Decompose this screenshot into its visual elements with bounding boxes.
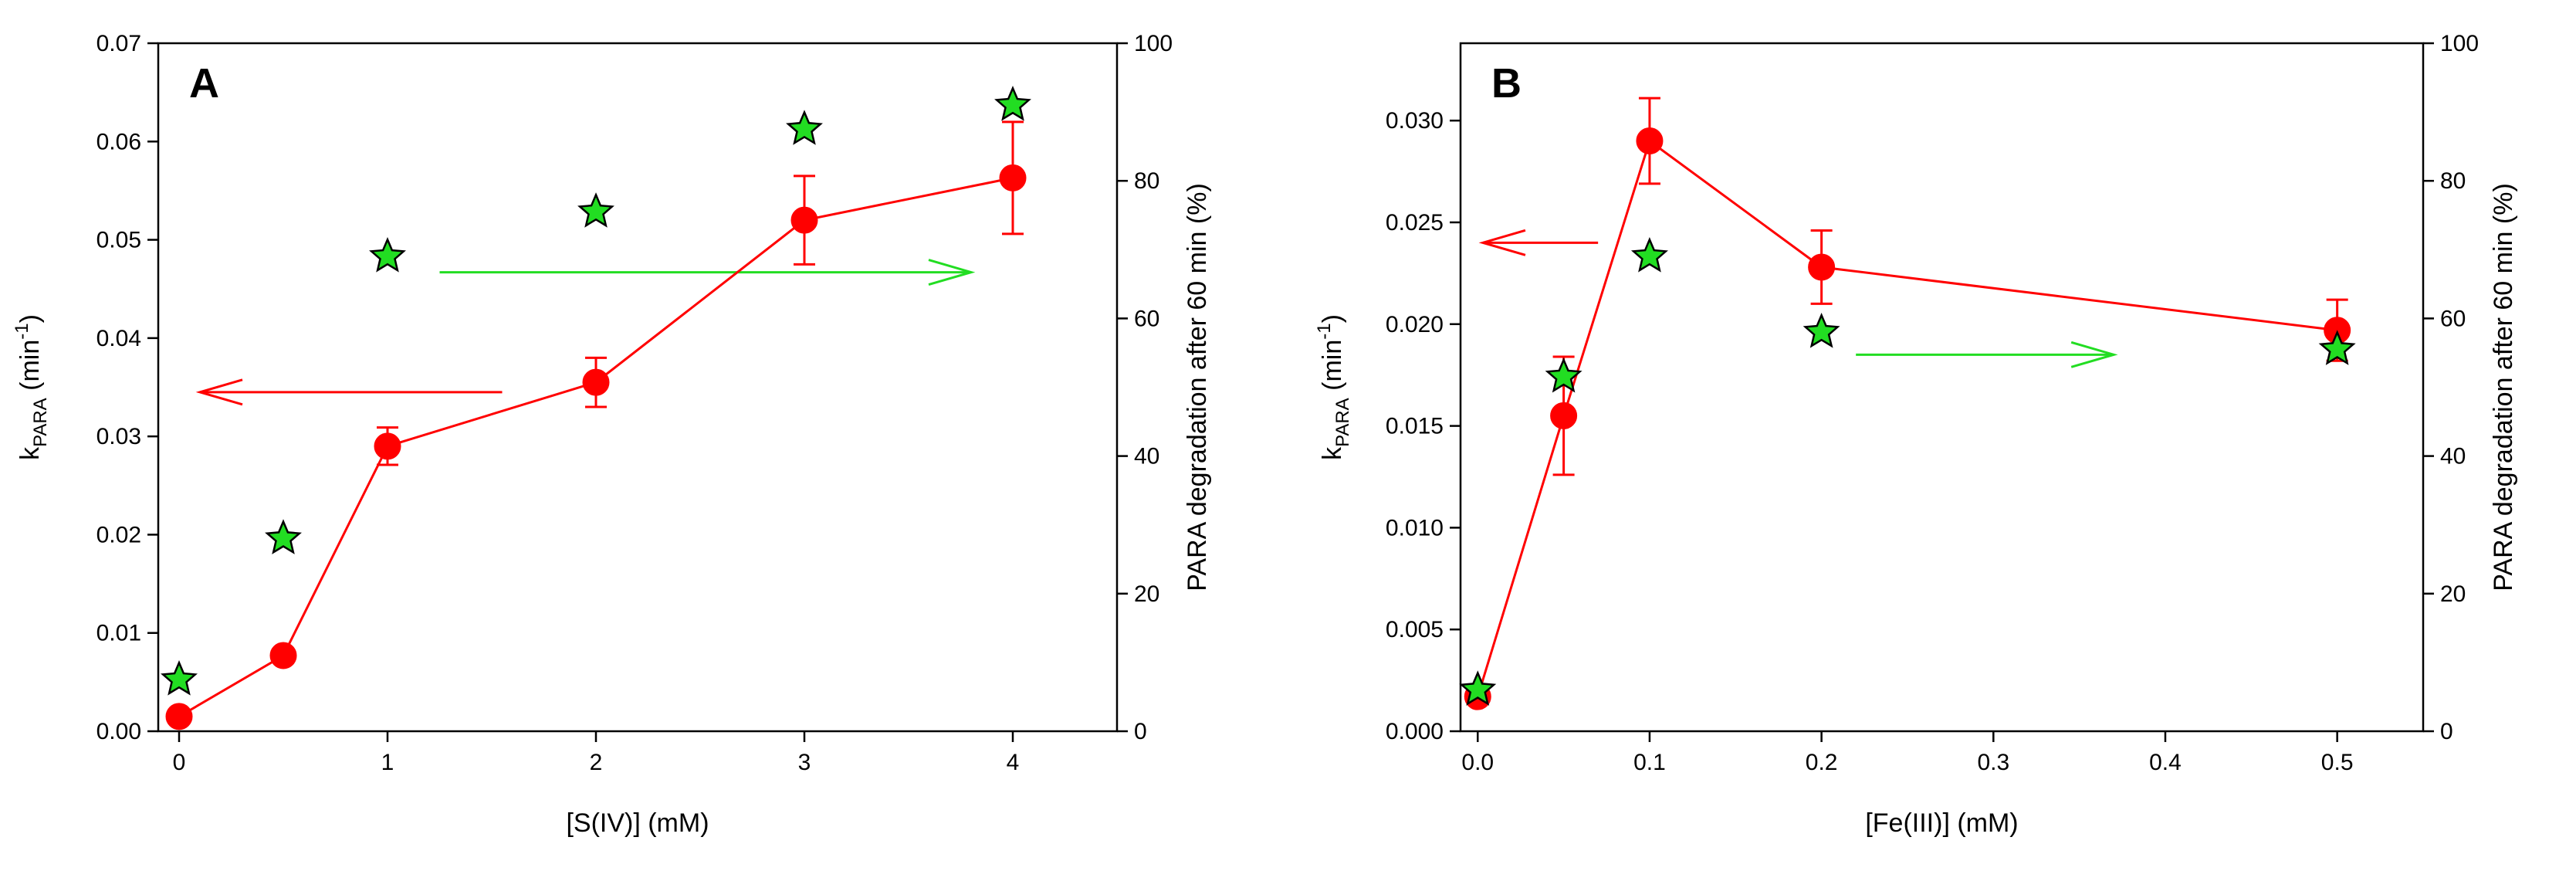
y-left-label-superscript: -1 <box>1314 323 1335 339</box>
chart-panel-a: 0.000.010.020.030.040.050.060.0702040608… <box>12 31 1212 838</box>
y-left-tick-label: 0.01 <box>96 621 141 646</box>
y-left-label-unit: (min <box>15 340 45 398</box>
arrow-1-head <box>1478 229 1526 256</box>
panel-label: A <box>189 60 219 107</box>
kpara-point <box>582 368 610 396</box>
y-right-tick-label: 0 <box>2440 719 2453 744</box>
y-right-axis-label: PARA degradation after 60 min (%) <box>2489 183 2518 591</box>
kpara-point <box>165 703 193 730</box>
x-tick-label: 0.3 <box>1977 750 2009 775</box>
degradation-star-point <box>1630 236 1668 273</box>
y-left-tick-label: 0.07 <box>96 31 141 56</box>
y-right-tick-label: 40 <box>1134 444 1159 469</box>
y-right-tick-label: 60 <box>1134 306 1159 331</box>
degradation-star-point <box>2318 330 2356 365</box>
x-tick-label: 0.4 <box>2149 750 2182 775</box>
arrow-2-head <box>928 259 976 286</box>
y-left-label-main: k <box>1318 446 1347 460</box>
degradation-star-point <box>369 237 406 273</box>
degradation-star-point <box>161 660 198 696</box>
y-left-tick-label: 0.02 <box>96 522 141 547</box>
y-right-tick-label: 20 <box>1134 581 1159 607</box>
degradation-star-point <box>1545 357 1582 393</box>
kpara-point <box>790 206 818 234</box>
x-axis-label: [Fe(III)] (mM) <box>1865 808 2018 838</box>
y-left-tick-label: 0.000 <box>1386 719 1444 744</box>
series-line-kpara <box>1476 139 2337 697</box>
degradation-star-point <box>786 110 823 145</box>
y-right-tick-label: 100 <box>1134 31 1173 56</box>
x-tick-label: 2 <box>590 750 603 775</box>
panel-label: B <box>1491 60 1522 107</box>
y-left-label-main: k <box>15 446 45 460</box>
x-tick-label: 0.1 <box>1633 750 1666 775</box>
kpara-point <box>374 432 401 460</box>
x-tick-label: 0.0 <box>1461 750 1494 775</box>
x-tick-label: 3 <box>798 750 811 775</box>
arrow-1-head <box>195 378 243 406</box>
y-left-tick-label: 0.020 <box>1386 312 1444 337</box>
y-left-axis-label: kPARA (min-1) <box>1314 314 1353 460</box>
y-left-label-subscript: PARA <box>1332 398 1353 447</box>
y-left-label-unit: (min <box>1318 340 1347 398</box>
y-left-tick-label: 0.05 <box>96 228 141 253</box>
kpara-point <box>1636 127 1664 155</box>
y-left-tick-label: 0.005 <box>1386 617 1444 642</box>
degradation-star-point <box>1459 670 1497 706</box>
y-left-tick-label: 0.00 <box>96 719 141 744</box>
kpara-point <box>1550 402 1578 429</box>
kpara-point <box>1808 253 1836 281</box>
y-left-label-subscript: PARA <box>30 398 51 447</box>
y-right-axis-label: PARA degradation after 60 min (%) <box>1183 183 1212 591</box>
x-tick-label: 0.5 <box>2321 750 2354 775</box>
x-axis-label: [S(IV)] (mM) <box>566 808 709 838</box>
degradation-star-point <box>994 86 1031 121</box>
x-tick-label: 1 <box>381 750 394 775</box>
x-tick-label: 4 <box>1007 750 1020 775</box>
y-right-tick-label: 40 <box>2440 444 2466 469</box>
degradation-star-point <box>265 519 302 554</box>
y-left-tick-label: 0.025 <box>1386 210 1444 236</box>
y-left-tick-label: 0.010 <box>1386 515 1444 541</box>
series-line-kpara <box>178 176 1014 718</box>
y-right-tick-label: 80 <box>1134 168 1159 194</box>
y-left-tick-label: 0.03 <box>96 424 141 449</box>
y-left-tick-label: 0.06 <box>96 129 141 154</box>
y-right-tick-label: 60 <box>2440 306 2466 331</box>
degradation-star-point <box>577 192 614 228</box>
plot-frame <box>1459 42 2425 733</box>
y-left-label-unit-close: ) <box>15 314 45 323</box>
y-left-tick-label: 0.04 <box>96 326 141 351</box>
degradation-star-point <box>1803 313 1840 348</box>
y-right-tick-label: 80 <box>2440 168 2466 194</box>
chart-panel-b: 0.000 0.005 0.010 0.015 0.020 0.025 0.030 0 20 40… <box>1314 31 2518 838</box>
y-left-tick-label: 0.030 <box>1386 108 1444 134</box>
x-tick-label: 0 <box>173 750 186 775</box>
y-left-axis-label: kPARA (min-1) <box>12 314 51 460</box>
y-left-label-superscript: -1 <box>12 323 32 339</box>
y-right-tick-label: 100 <box>2440 31 2479 56</box>
y-right-tick-label: 0 <box>1134 719 1147 744</box>
kpara-point <box>269 642 297 669</box>
y-left-tick-label: 0.015 <box>1386 414 1444 439</box>
plot-frame <box>157 42 1119 733</box>
arrow-2-head <box>2070 341 2118 368</box>
kpara-point <box>999 164 1027 191</box>
y-right-tick-label: 20 <box>2440 581 2466 607</box>
x-tick-label: 0.2 <box>1806 750 1838 775</box>
y-left-label-unit-close: ) <box>1318 314 1347 323</box>
